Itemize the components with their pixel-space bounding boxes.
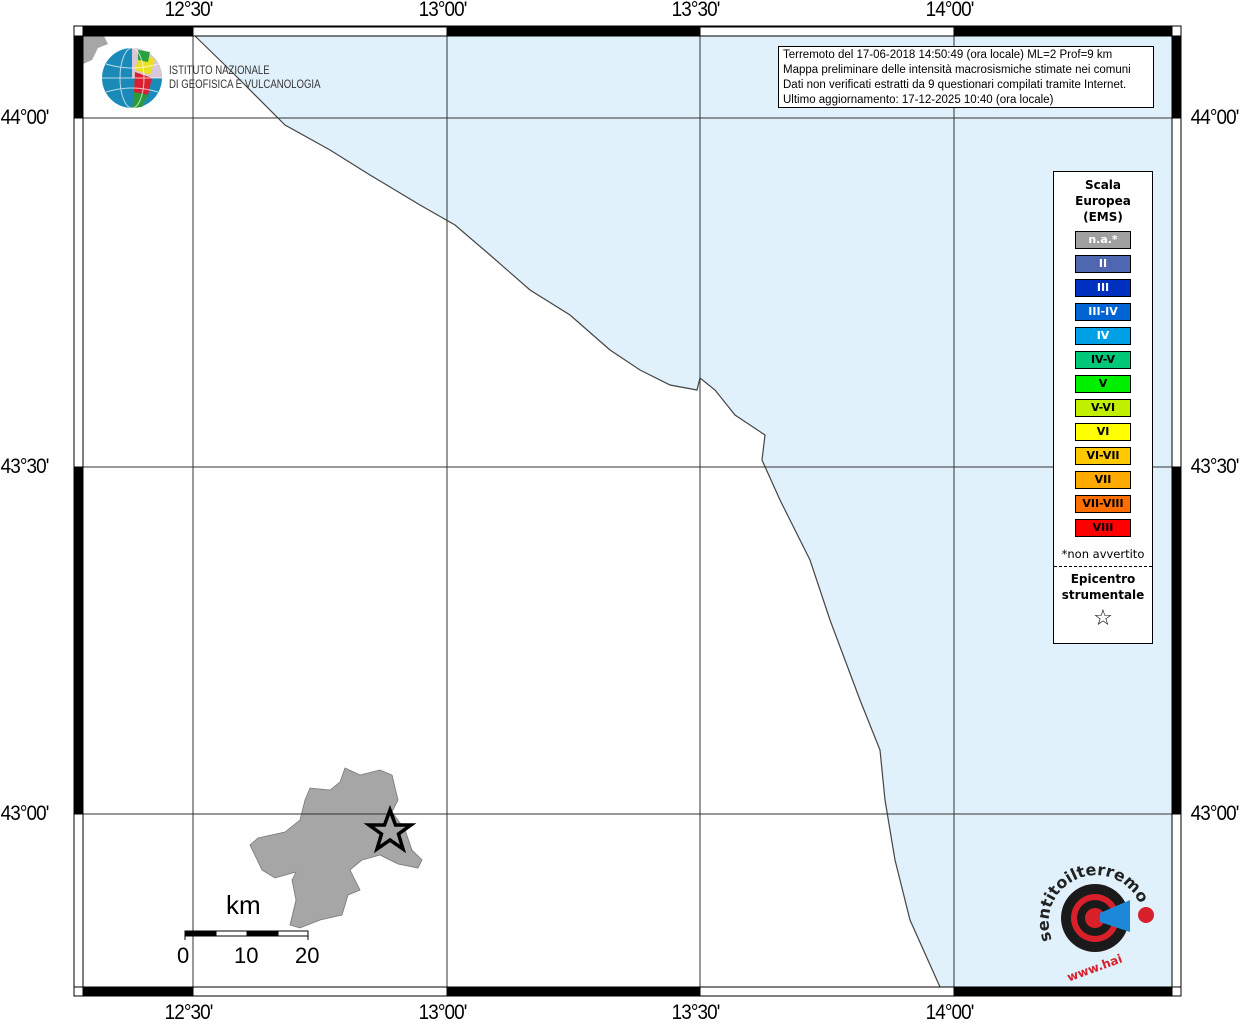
- lon-tick-bottom: 12°30': [164, 1001, 214, 1024]
- legend-title-line: Europea: [1075, 194, 1131, 208]
- scale-label: 10: [234, 943, 259, 968]
- sea-area: [195, 36, 1172, 987]
- legend-note: *non avvertito: [1061, 547, 1145, 561]
- legend-item: IV-V: [1075, 351, 1131, 369]
- legend-item: VIII: [1075, 519, 1131, 537]
- lon-tick-top: 12°30': [164, 0, 214, 21]
- star-icon: [363, 804, 417, 854]
- lat-tick-left: 43°30': [0, 455, 50, 478]
- info-line: Dati non verificati estratti da 9 questi…: [783, 79, 1127, 91]
- lat-tick-right: 44°00': [1190, 106, 1240, 129]
- lon-tick-bottom: 13°00': [418, 1001, 468, 1024]
- scale-label: 20: [295, 943, 320, 968]
- legend-items: n.a.* II III III-IV IV IV-V V V-VI VI VI-VII VII VI…: [1054, 231, 1152, 537]
- legend-epicentre-line: strumentale: [1061, 588, 1145, 602]
- legend-title-line: Scala: [1084, 178, 1122, 192]
- scale-label: 0: [177, 943, 190, 968]
- lon-tick-bottom: 14°00': [925, 1001, 975, 1024]
- lat-tick-left: 43°00': [0, 802, 50, 825]
- legend-item: V: [1075, 375, 1131, 393]
- legend-item: VI: [1075, 423, 1131, 441]
- legend-item: VII: [1075, 471, 1131, 489]
- legend-item: VII-VIII: [1075, 495, 1131, 513]
- legend-epicentre-line: Epicentro: [1070, 572, 1136, 586]
- legend-item: III: [1075, 279, 1131, 297]
- legend-item: III-IV: [1075, 303, 1131, 321]
- legend-item: IV: [1075, 327, 1131, 345]
- ingv-logo: [102, 47, 162, 109]
- commune-area: [249, 767, 423, 929]
- legend-item: VI-VII: [1075, 447, 1131, 465]
- ingv-line: DI GEOFISICA E VULCANOLOGIA: [169, 77, 321, 91]
- ems-legend: Scala Europea (EMS) n.a.* II III III-IV IV IV…: [1053, 171, 1153, 644]
- info-line: Mappa preliminare delle intensità macros…: [783, 64, 1131, 76]
- graticule: [83, 36, 1172, 987]
- info-line: Terremoto del 17-06-2018 14:50:49 (ora l…: [783, 49, 1113, 61]
- info-line: Ultimo aggiornamento: 17-12-2025 10:40 (…: [783, 94, 1054, 106]
- coastline: [194, 35, 941, 988]
- event-info-box: Terremoto del 17-06-2018 14:50:49 (ora l…: [778, 46, 1154, 108]
- land-fragment: [83, 36, 108, 64]
- legend-divider: [1054, 566, 1152, 567]
- star-icon: ☆: [1093, 606, 1113, 631]
- lon-tick-top: 14°00': [925, 0, 975, 21]
- map-frame: [73, 26, 1182, 997]
- lon-tick-bottom: 13°30': [671, 1001, 721, 1024]
- ingv-line: ISTITUTO NAZIONALE: [169, 63, 270, 77]
- legend-epicentre-label: Epicentro strumentale: [1054, 571, 1152, 603]
- lat-tick-right: 43°00': [1190, 802, 1240, 825]
- scale-unit: km: [226, 890, 261, 920]
- lon-tick-top: 13°00': [418, 0, 468, 21]
- legend-title: Scala Europea (EMS): [1054, 177, 1152, 225]
- legend-item: II: [1075, 255, 1131, 273]
- legend-item: V-VI: [1075, 399, 1131, 417]
- lat-tick-left: 44°00': [0, 106, 50, 129]
- lat-tick-right: 43°30': [1190, 455, 1240, 478]
- scale-bar: [184, 930, 309, 940]
- legend-title-line: (EMS): [1083, 210, 1123, 224]
- ingv-logo-text: ISTITUTO NAZIONALE DI GEOFISICA E VULCAN…: [169, 63, 321, 91]
- legend-item: n.a.*: [1075, 231, 1131, 249]
- lon-tick-top: 13°30': [671, 0, 721, 21]
